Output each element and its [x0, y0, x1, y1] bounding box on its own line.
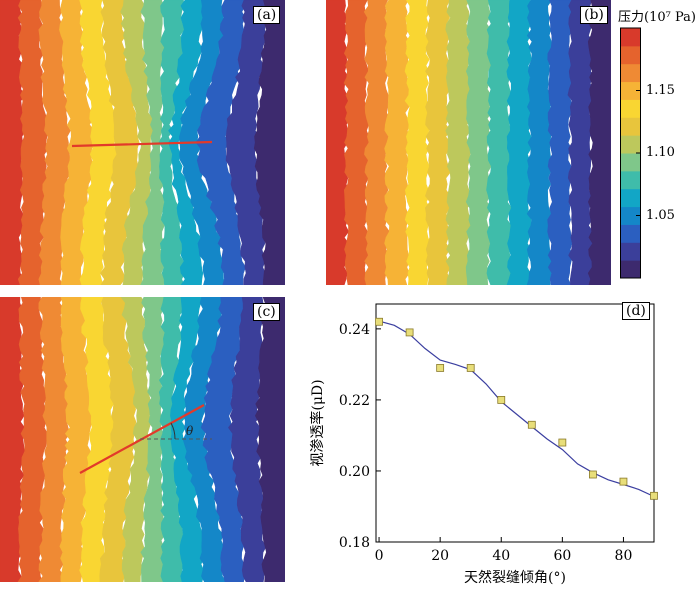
colorbar-title: 压力(10⁷ Pa)	[618, 10, 696, 25]
pressure-band	[0, 297, 25, 582]
data-point	[589, 470, 597, 479]
pressure-band	[424, 0, 451, 285]
colorbar-segment	[620, 63, 640, 83]
data-point	[405, 328, 414, 337]
pressure-band	[363, 0, 390, 285]
colorbar-segment	[620, 224, 640, 243]
data-point	[527, 420, 536, 429]
data-point	[497, 396, 506, 404]
pressure-field-panel-a	[0, 0, 285, 285]
permeability-chart: 0 20 40 60 80 0.18 0.20 0.22 0.24 天然裂缝倾角(°) 视渗透率(μ…	[300, 290, 700, 595]
colorbar-segment	[620, 135, 640, 154]
pressure-band	[253, 0, 285, 285]
x-tick-label: 80	[615, 548, 633, 564]
pressure-band	[587, 0, 611, 285]
pressure-field-b-image	[326, 0, 611, 285]
data-point	[558, 438, 567, 447]
x-tick-label: 0	[375, 548, 384, 564]
fracture-line-horizontal	[71, 140, 213, 148]
y-tick-label: 0.20	[339, 464, 370, 480]
pressure-field-panel-c: θ	[0, 297, 285, 582]
panel-label-a: (a)	[253, 6, 281, 24]
colorbar-segment	[620, 170, 640, 190]
pressure-band	[59, 0, 96, 285]
permeability-chart-svg: 0 20 40 60 80 0.18 0.20 0.22 0.24 天然裂缝倾角(°) 视渗透率(μ…	[309, 303, 658, 586]
pressure-band	[170, 297, 205, 582]
pressure-band	[465, 0, 492, 285]
y-tick-label: 0.24	[339, 322, 370, 338]
pressure-band	[486, 0, 512, 285]
pressure-band	[195, 0, 247, 285]
data-point	[650, 491, 658, 500]
colorbar-segment	[620, 81, 640, 100]
pressure-band	[254, 297, 285, 582]
colorbar-segment	[620, 260, 640, 279]
colorbar-segment	[620, 206, 640, 225]
colorbar-tick-label: 1.10	[646, 145, 675, 160]
colorbar-frame	[620, 27, 641, 279]
y-tick-label: 0.18	[339, 535, 370, 551]
colorbar-segment	[620, 28, 640, 47]
angle-arc	[170, 422, 176, 440]
colorbar-segment	[620, 153, 640, 172]
data-point	[375, 317, 383, 326]
pressure-band	[404, 0, 431, 285]
data-point	[466, 364, 475, 372]
angle-theta-label: θ	[186, 424, 194, 438]
colorbar-tick-label: 1.15	[646, 82, 675, 98]
pressure-band	[120, 0, 155, 285]
panel-label-d: (d)	[622, 302, 650, 320]
pressure-field-c-image: θ	[0, 297, 285, 582]
colorbar-scale	[620, 27, 641, 279]
plot-frame	[375, 303, 655, 543]
colorbar-segment	[620, 45, 640, 65]
colorbar-tick-label: 1.05	[646, 207, 675, 223]
panel-label-b: (b)	[580, 6, 608, 24]
pressure-band	[17, 0, 49, 285]
colorbar-segment	[620, 99, 640, 118]
x-tick-label: 20	[431, 548, 449, 564]
pressure-band	[384, 0, 411, 285]
x-axis-label: 天然裂缝倾角(°)	[464, 569, 566, 586]
x-tick-label: 40	[492, 548, 510, 564]
pressure-band	[225, 0, 267, 285]
x-tick-label: 60	[553, 548, 571, 564]
data-point	[436, 364, 445, 372]
pressure-field-a-image	[0, 0, 285, 285]
fit-curve	[378, 320, 655, 498]
y-tick-label: 0.22	[339, 393, 370, 409]
y-axis-label: 视渗透率(μD)	[309, 379, 326, 466]
pressure-field-panel-b	[326, 0, 611, 285]
pressure-band	[326, 0, 350, 285]
colorbar-segment	[620, 117, 640, 136]
colorbar: 压力(10⁷ Pa) 1.15 1.10 1.05	[618, 0, 700, 290]
colorbar-segment	[620, 188, 640, 208]
colorbar-segment	[620, 242, 640, 261]
pressure-band	[343, 0, 370, 285]
pressure-band	[526, 0, 553, 285]
panel-label-c: (c)	[253, 303, 280, 321]
pressure-band	[120, 297, 153, 582]
data-point	[619, 477, 628, 486]
